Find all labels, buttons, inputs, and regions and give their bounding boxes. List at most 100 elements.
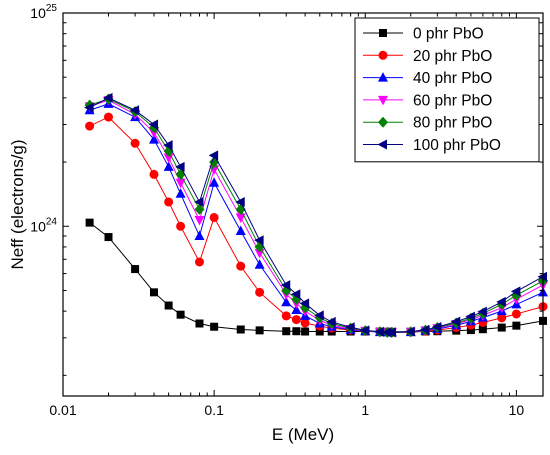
legend: 0 phr PbO 20 phr PbO 40 phr PbO 60 phr PbO 8… — [354, 17, 540, 163]
x-tick-label: 10 — [509, 402, 525, 418]
legend-item: 20 phr PbO — [363, 48, 492, 65]
data-point — [254, 259, 265, 269]
legend-box — [354, 17, 540, 163]
data-point — [280, 280, 291, 291]
data-point — [431, 322, 442, 333]
data-point — [235, 196, 245, 207]
data-point — [386, 327, 396, 338]
data-point — [131, 265, 140, 274]
x-tick-label: 1 — [361, 402, 369, 418]
data-point — [149, 169, 159, 179]
legend-marker — [377, 139, 387, 150]
data-point — [290, 289, 301, 300]
plot-frame — [62, 12, 544, 397]
legend-label: 40 phr PbO — [413, 70, 492, 87]
data-point — [163, 161, 174, 171]
data-point — [85, 121, 95, 131]
legend-item: 60 phr PbO — [363, 92, 492, 109]
legend-marker — [378, 72, 388, 82]
legend-item: 40 phr PbO — [363, 70, 492, 87]
data-point — [103, 112, 113, 122]
data-point — [477, 306, 487, 317]
data-point — [281, 296, 292, 307]
data-point — [291, 304, 302, 314]
data-point — [374, 326, 384, 337]
data-point — [465, 311, 475, 322]
data-point — [176, 221, 186, 231]
data-point — [314, 310, 324, 321]
legend-item: 0 phr PbO — [363, 26, 484, 43]
data-point — [163, 140, 173, 151]
data-point — [209, 165, 220, 175]
legend-marker — [379, 29, 387, 37]
data-point — [299, 298, 310, 309]
data-point — [84, 102, 94, 113]
x-tick-label: 0.01 — [49, 402, 76, 418]
data-point — [210, 322, 219, 331]
data-point — [359, 325, 370, 336]
legend-label: 80 phr PbO — [413, 115, 492, 132]
legend-marker — [378, 95, 388, 106]
y-axis-title: Neff (electrons/g) — [8, 139, 27, 269]
data-point — [496, 296, 506, 307]
data-point — [209, 212, 219, 222]
data-point — [345, 322, 355, 333]
data-point — [175, 178, 186, 189]
data-point — [537, 271, 547, 282]
data-point — [208, 150, 219, 161]
data-point — [164, 301, 173, 310]
data-point — [85, 218, 94, 227]
data-point — [291, 315, 301, 325]
data-point — [193, 196, 204, 207]
data-point — [326, 316, 336, 327]
data-point — [301, 327, 310, 336]
data-point — [282, 327, 291, 336]
data-point — [466, 326, 475, 335]
data-point — [292, 327, 301, 336]
data-point — [102, 92, 113, 103]
data-point — [511, 309, 521, 319]
data-point — [405, 326, 415, 337]
y-tick-label: 1025 — [30, 3, 57, 21]
data-point — [235, 225, 246, 236]
data-point — [130, 138, 140, 148]
legend-label: 20 phr PbO — [413, 48, 492, 65]
legend-item: 100 phr PbO — [363, 137, 501, 154]
data-point — [194, 230, 205, 241]
x-axis-title: E (MeV) — [272, 425, 334, 444]
data-point — [164, 197, 174, 207]
data-point — [209, 177, 220, 187]
data-point — [254, 235, 264, 246]
data-point — [194, 215, 205, 226]
data-point — [195, 319, 204, 328]
x-tick-label: 0.1 — [204, 402, 224, 418]
data-point — [497, 313, 507, 323]
legend-item: 80 phr PbO — [363, 115, 492, 132]
data-point — [235, 213, 246, 223]
data-point — [478, 325, 487, 334]
data-point — [497, 323, 506, 332]
data-point — [148, 119, 158, 130]
data-point — [300, 318, 310, 328]
data-point — [255, 287, 265, 297]
y-tick-label: 1024 — [30, 216, 57, 234]
axis-layer: 0.01 0.1 1 10 1024 1025 — [30, 3, 543, 418]
data-point — [236, 325, 245, 334]
data-point — [175, 188, 186, 198]
data-point — [419, 324, 430, 335]
legend-marker — [378, 50, 388, 60]
data-point — [194, 257, 204, 267]
data-point — [450, 316, 461, 327]
data-point — [175, 161, 185, 172]
data-point — [149, 288, 158, 297]
data-point — [194, 203, 205, 215]
data-point — [255, 326, 264, 335]
legend-marker — [378, 116, 388, 128]
data-point — [129, 105, 140, 116]
data-point — [512, 321, 521, 330]
data-point — [510, 286, 521, 297]
data-point — [104, 233, 113, 242]
data-point — [236, 261, 246, 271]
